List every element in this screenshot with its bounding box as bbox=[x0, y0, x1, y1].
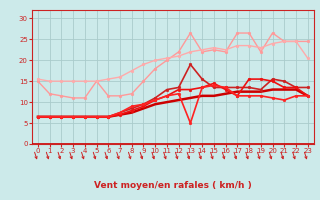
Text: Vent moyen/en rafales ( km/h ): Vent moyen/en rafales ( km/h ) bbox=[94, 182, 252, 190]
